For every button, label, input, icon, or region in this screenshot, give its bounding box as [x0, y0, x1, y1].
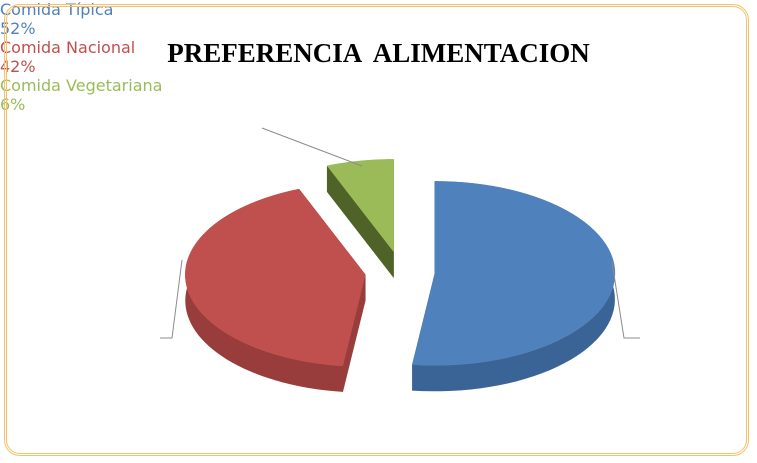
pie-slice — [185, 188, 366, 367]
label-value: 42% — [0, 57, 36, 76]
data-label: Comida Nacional 42% — [0, 38, 757, 76]
leader-line — [261, 127, 363, 167]
chart-title: PREFERENCIA ALIMENTACION — [167, 38, 590, 68]
label-value: 52% — [0, 19, 36, 38]
label-category: Comida Nacional — [0, 38, 136, 57]
chart-border — [4, 4, 749, 456]
pie-slice — [326, 159, 394, 253]
leader-line — [160, 259, 183, 339]
leader-line — [611, 261, 640, 339]
label-category: Comida Vegetariana — [0, 76, 163, 95]
